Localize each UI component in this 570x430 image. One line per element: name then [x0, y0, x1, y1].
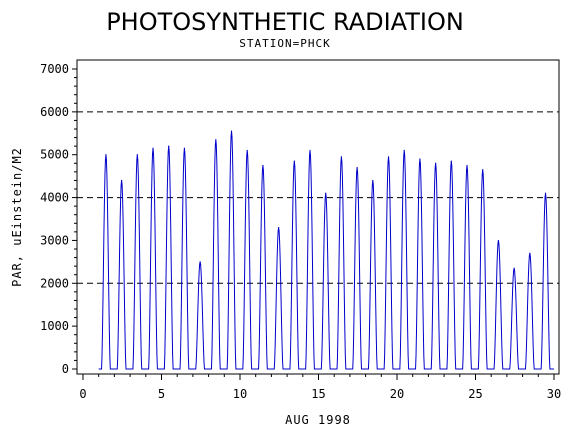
y-tick-label: 4000	[40, 191, 69, 205]
chart-title: PHOTOSYNTHETIC RADIATION	[106, 8, 464, 36]
daily-peak-point	[529, 252, 531, 254]
x-tick-label: 20	[390, 387, 404, 401]
daily-peak-point	[309, 149, 311, 152]
x-tick-label: 15	[311, 387, 325, 401]
x-tick-label: 30	[547, 387, 561, 401]
daily-peak-point	[419, 158, 421, 160]
y-tick-label: 6000	[40, 105, 69, 119]
daily-peak-point	[278, 226, 280, 229]
daily-peak-point	[230, 130, 233, 132]
series-layer	[98, 130, 554, 370]
daily-peak-point	[340, 156, 343, 158]
x-axis-label: AUG 1998	[285, 413, 351, 427]
y-tick-label: 0	[62, 362, 69, 376]
y-axis-label: PAR, uEinstein/M2	[10, 147, 24, 287]
daily-peak-point	[372, 179, 374, 182]
daily-peak-point	[513, 267, 515, 269]
daily-peak-point	[356, 166, 358, 169]
daily-peak-point	[450, 160, 452, 162]
y-tick-label: 2000	[40, 276, 69, 290]
daily-peak-point	[136, 154, 138, 156]
x-tick-label: 5	[158, 387, 165, 401]
y-tick-label: 7000	[40, 62, 69, 76]
daily-peak-point	[403, 149, 405, 152]
daily-peak-point	[325, 192, 327, 194]
daily-peak-point	[121, 179, 123, 182]
y-axis: 0 1000 2000 3000 4000 5000 6000 7000	[40, 62, 77, 376]
daily-peak-point	[105, 154, 107, 156]
daily-peak-point	[215, 139, 217, 141]
daily-peak-point	[183, 147, 186, 149]
daily-peak-point	[435, 162, 437, 164]
daily-peak-point	[544, 192, 547, 194]
daily-peak-point	[497, 239, 500, 242]
chart-subtitle: STATION=PHCK	[239, 37, 330, 50]
par-series-line	[98, 131, 554, 370]
y-tick-label: 1000	[40, 319, 69, 333]
daily-peak-point	[199, 261, 201, 263]
y-tick-label: 3000	[40, 233, 69, 247]
y-tick-label: 5000	[40, 148, 69, 162]
reference-lines	[77, 111, 559, 284]
x-tick-label: 10	[233, 387, 247, 401]
daily-peak-point	[168, 145, 170, 147]
daily-peak-point	[152, 147, 154, 149]
x-tick-label: 25	[468, 387, 482, 401]
daily-peak-point	[466, 164, 468, 167]
daily-peak-point	[246, 149, 248, 152]
daily-peak-point	[293, 160, 295, 162]
x-tick-label: 0	[79, 387, 86, 401]
daily-peak-point	[387, 156, 390, 158]
daily-peak-point	[482, 169, 484, 171]
x-axis: 0 5 10 15 20 25 30	[79, 374, 561, 401]
daily-peak-point	[262, 164, 264, 167]
